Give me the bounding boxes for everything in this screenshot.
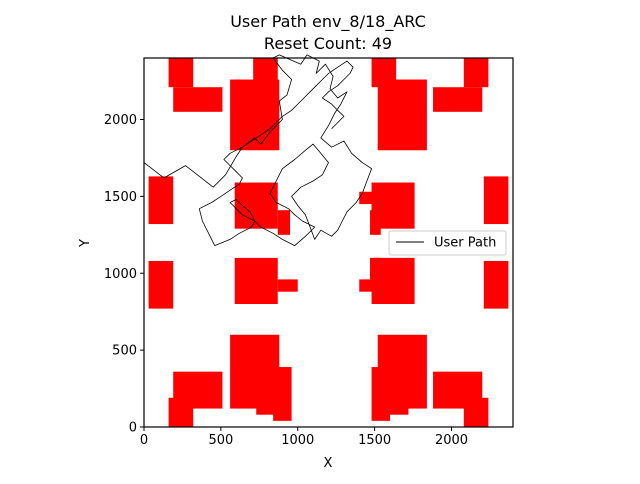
y-tick-label: 500 [112,344,137,359]
obstacle-17 [234,257,278,304]
obstacle-2 [173,87,223,112]
x-tick-label: 1000 [281,433,314,448]
user-path-line [143,54,373,247]
obstacle-27 [273,367,292,421]
chart-subtitle: Reset Count: 49 [264,34,392,53]
obstacle-32 [463,397,489,427]
chart-title: User Path env_8/18_ARC [230,12,426,32]
obstacle-26 [256,383,275,415]
obstacle-16 [148,260,174,309]
obstacle-8 [463,58,489,88]
y-tick-label: 2000 [104,113,137,128]
y-axis-label: Y [78,239,93,248]
obstacle-18 [277,279,298,292]
obstacle-1 [168,58,194,88]
obstacle-layer [148,58,509,427]
obstacle-22 [483,260,509,309]
path-layer [143,54,373,247]
obstacle-24 [168,397,194,427]
x-axis-label: X [324,456,333,471]
obstacle-4 [253,58,278,88]
obstacle-21 [370,257,381,280]
obstacle-14 [370,210,381,235]
obstacle-11 [277,210,291,235]
legend: User Path [388,230,507,256]
obstacle-15 [483,176,509,225]
x-tick-label: 0 [140,433,148,448]
obstacle-3 [230,79,280,151]
x-tick-label: 500 [208,433,233,448]
plot-frame [143,57,514,428]
obstacle-6 [377,79,427,151]
legend-label-user-path: User Path [434,236,496,251]
y-tick-label: 1000 [104,267,137,282]
obstacle-9 [148,176,174,225]
x-tick-label: 2000 [435,433,468,448]
x-tick-label: 1500 [358,433,391,448]
legend-box [388,230,507,256]
y-tick-label: 1500 [104,190,137,205]
y-tick-label: 0 [129,421,137,436]
obstacle-7 [433,87,483,112]
x-axis-ticks: 0 500 1000 1500 2000 [140,427,468,448]
y-axis-ticks: 0 500 1000 1500 2000 [104,113,144,436]
obstacle-30 [377,334,427,409]
obstacle-10 [234,182,278,229]
